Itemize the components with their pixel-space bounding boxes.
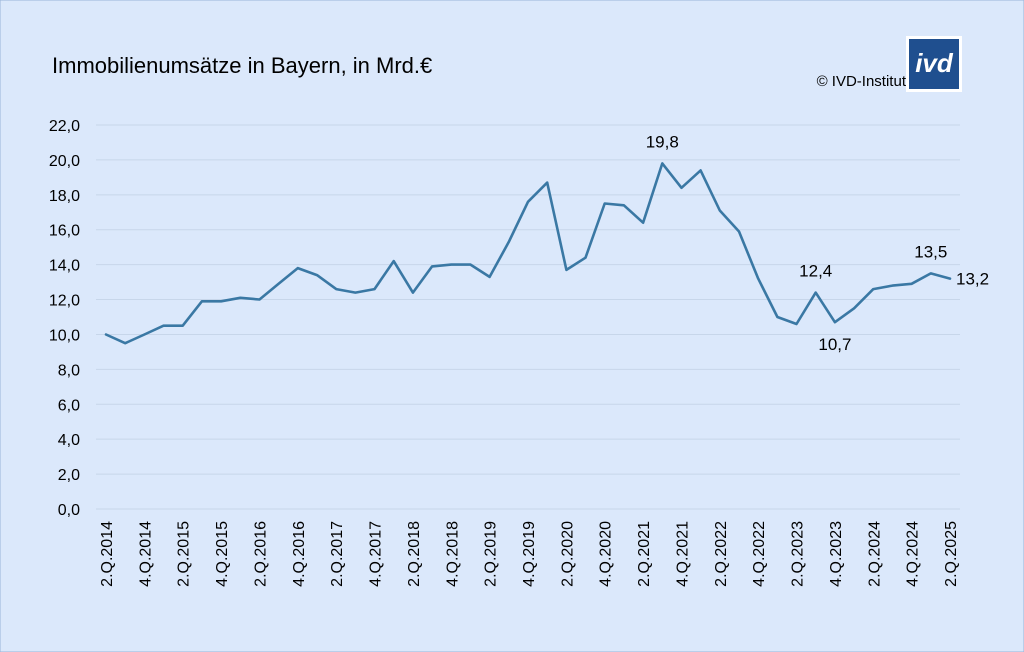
y-tick-label: 12,0 xyxy=(49,293,80,310)
x-tick-label: 2.Q.2021 xyxy=(636,521,653,587)
y-tick-label: 4,0 xyxy=(58,432,80,449)
y-tick-label: 22,0 xyxy=(49,118,80,135)
x-tick-label: 4.Q.2022 xyxy=(751,521,768,587)
series-layer xyxy=(104,162,952,345)
y-tick-label: 18,0 xyxy=(49,188,80,205)
x-tick-label: 4.Q.2019 xyxy=(521,521,538,587)
data-label: 10,7 xyxy=(818,335,851,354)
x-tick-label: 4.Q.2023 xyxy=(828,521,845,587)
logo-text: ivd xyxy=(915,48,954,78)
y-tick-label: 6,0 xyxy=(58,397,80,414)
x-tick-label: 2.Q.2024 xyxy=(866,521,883,587)
y-tick-label: 20,0 xyxy=(49,153,80,170)
x-tick-label: 4.Q.2014 xyxy=(137,521,154,587)
x-tick-label: 4.Q.2021 xyxy=(674,521,691,587)
x-tick-label: 2.Q.2015 xyxy=(176,521,193,587)
copyright-text: © IVD-Institut xyxy=(817,73,907,90)
x-tick-label: 2.Q.2014 xyxy=(99,521,116,587)
x-tick-label: 2.Q.2017 xyxy=(329,521,346,587)
x-tick-label: 2.Q.2025 xyxy=(943,521,960,587)
x-tick-label: 2.Q.2016 xyxy=(252,521,269,587)
data-label: 13,5 xyxy=(914,242,947,261)
chart-title: Immobilienumsätze in Bayern, in Mrd.€ xyxy=(52,53,432,78)
logo-inner xyxy=(909,39,959,89)
series-line xyxy=(104,162,952,345)
x-tick-label: 2.Q.2022 xyxy=(713,521,730,587)
x-tick-label: 4.Q.2024 xyxy=(905,521,922,587)
x-tick-label: 2.Q.2019 xyxy=(483,521,500,587)
y-tick-label: 16,0 xyxy=(49,223,80,240)
data-label: 13,2 xyxy=(956,270,989,289)
x-tick-label: 4.Q.2018 xyxy=(444,521,461,587)
data-label: 12,4 xyxy=(799,262,832,281)
y-tick-label: 0,0 xyxy=(58,502,80,519)
x-tick-label: 2.Q.2020 xyxy=(559,521,576,587)
data-label: 19,8 xyxy=(646,132,679,151)
y-tick-label: 14,0 xyxy=(49,258,80,275)
x-tick-label: 4.Q.2017 xyxy=(368,521,385,587)
ivd-logo: ivd xyxy=(906,36,962,92)
y-tick-label: 10,0 xyxy=(49,327,80,344)
grid xyxy=(96,124,960,510)
x-axis: 2.Q.2014 4.Q.2014 2.Q.2015 4.Q.2015 2.Q.2016… xyxy=(99,521,960,587)
data-labels: 19,8 12,4 10,7 13,5 13,2 xyxy=(646,132,989,354)
x-tick-label: 2.Q.2018 xyxy=(406,521,423,587)
x-tick-label: 4.Q.2020 xyxy=(598,521,615,587)
y-axis: 0,0 2,0 4,0 6,0 8,0 10,0 12,0 14,0 16,0 18,0 20,0 2… xyxy=(49,118,80,519)
y-tick-label: 8,0 xyxy=(58,362,80,379)
x-tick-label: 2.Q.2023 xyxy=(790,521,807,587)
x-tick-label: 4.Q.2016 xyxy=(291,521,308,587)
y-tick-label: 2,0 xyxy=(58,467,80,484)
x-tick-label: 4.Q.2015 xyxy=(214,521,231,587)
